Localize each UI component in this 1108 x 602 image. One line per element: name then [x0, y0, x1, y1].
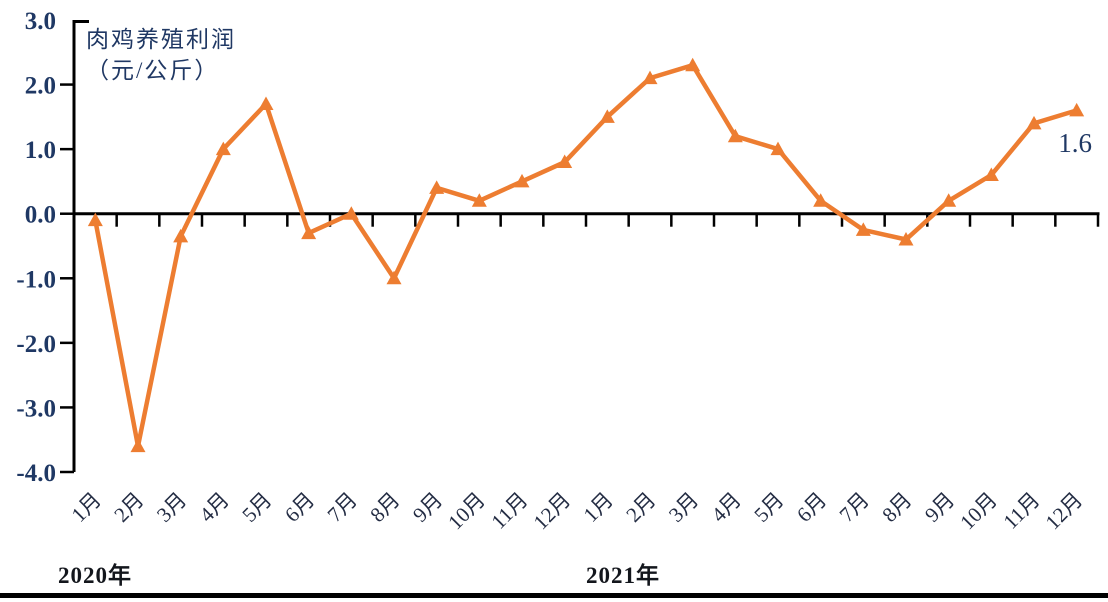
x-tick-label: 6月: [792, 488, 831, 527]
x-tick-label: 4月: [707, 488, 746, 527]
x-tick-label: 4月: [195, 488, 234, 527]
x-tick-label: 8月: [877, 488, 916, 527]
data-point-marker: [173, 228, 189, 243]
data-point-marker: [941, 193, 957, 207]
x-tick-label: 7月: [835, 488, 874, 527]
data-point-marker: [1069, 102, 1085, 117]
y-tick-label: -4.0: [16, 460, 56, 487]
x-tick-label: 12月: [529, 488, 576, 535]
data-point-marker: [813, 193, 829, 207]
x-tick-label: 11月: [998, 488, 1044, 534]
x-tick-label: 2月: [621, 488, 660, 527]
data-point-marker: [471, 193, 487, 207]
data-point-marker: [855, 222, 871, 236]
data-point-marker: [727, 128, 743, 143]
data-point-marker: [301, 225, 317, 240]
data-point-marker: [1026, 115, 1042, 130]
x-tick-label: 3月: [664, 488, 703, 527]
x-tick-label: 5月: [749, 488, 788, 527]
x-tick-label: 7月: [323, 488, 362, 527]
data-point-marker: [642, 70, 658, 85]
data-point-marker: [130, 438, 146, 453]
profit-series-line: [93, 62, 1079, 447]
x-tick-label: 1月: [67, 488, 106, 527]
x-tick-label: 11月: [486, 488, 532, 534]
data-point-marker: [215, 141, 231, 156]
data-point-marker: [429, 180, 445, 194]
x-tick-label: 10月: [443, 488, 490, 535]
x-tick-label: 8月: [365, 488, 404, 527]
y-tick-label: -2.0: [16, 331, 56, 358]
y-tick-label: 0.0: [25, 202, 56, 229]
x-tick-label: 5月: [237, 488, 276, 527]
data-point-marker: [770, 141, 786, 156]
y-tick-label: 3.0: [25, 8, 56, 35]
data-point-marker: [685, 57, 701, 72]
data-point-marker: [87, 212, 103, 227]
data-point-marker: [898, 232, 914, 246]
x-axis-year-label-2021: 2021年: [586, 563, 660, 588]
x-tick-label: 1月: [579, 488, 618, 527]
last-point-value-label: 1.6: [1058, 128, 1092, 158]
data-point-marker: [599, 109, 615, 123]
page-bottom-border: [0, 593, 1108, 598]
data-point-marker: [386, 270, 402, 285]
x-tick-label: 10月: [955, 488, 1002, 535]
x-tick-label: 2月: [109, 488, 148, 527]
chart-title: 肉鸡养殖利润 （元/公斤）: [86, 24, 236, 86]
x-tick-label: 9月: [408, 488, 447, 527]
y-tick-label: 1.0: [25, 137, 56, 164]
chart-title-unit: （元/公斤）: [86, 58, 220, 83]
x-tick-label: 3月: [152, 488, 191, 527]
y-tick-label: -3.0: [16, 395, 56, 422]
y-tick-label: 2.0: [25, 73, 56, 100]
x-axis-year-label-2020: 2020年: [58, 563, 132, 588]
data-point-marker: [258, 96, 274, 110]
data-point-marker: [983, 167, 999, 181]
data-point-marker: [514, 173, 530, 188]
x-tick-label: 9月: [920, 488, 959, 527]
data-point-marker: [557, 154, 573, 169]
x-tick-label: 12月: [1041, 488, 1088, 535]
chart-title-name: 肉鸡养殖利润: [86, 27, 236, 52]
x-tick-label: 6月: [280, 488, 319, 527]
y-tick-label: -1.0: [16, 266, 56, 293]
data-point-marker: [343, 206, 359, 220]
